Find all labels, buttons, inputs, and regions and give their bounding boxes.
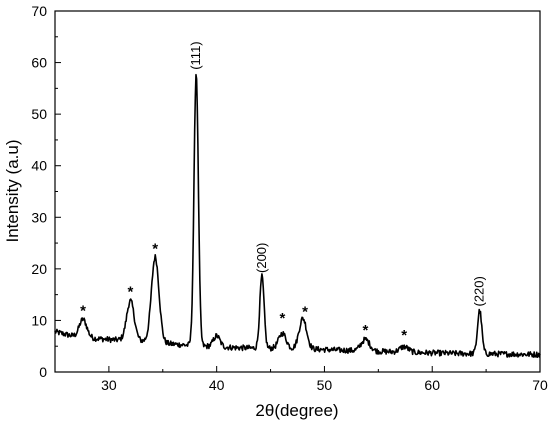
peak-annotations: (111) (200) (220) * * * * * * * bbox=[80, 41, 487, 344]
y-tick-label: 50 bbox=[31, 106, 47, 122]
y-tick-label: 40 bbox=[31, 158, 47, 174]
impurity-marker: * bbox=[152, 240, 158, 257]
x-tick-label: 30 bbox=[101, 377, 117, 393]
x-tick-label: 70 bbox=[532, 377, 548, 393]
impurity-marker: * bbox=[80, 302, 86, 319]
impurity-marker: * bbox=[302, 303, 308, 320]
y-tick-label: 30 bbox=[31, 209, 47, 225]
impurity-marker: * bbox=[128, 284, 134, 301]
y-axis-title: Intensity (a.u) bbox=[3, 140, 22, 243]
miller-index-label: (111) bbox=[188, 41, 203, 69]
impurity-marker: * bbox=[362, 322, 368, 339]
miller-index-label: (200) bbox=[254, 243, 269, 273]
axis-ticks: 30 40 50 60 70 0 10 20 30 40 50 60 70 bbox=[31, 3, 548, 393]
y-tick-label: 10 bbox=[31, 312, 47, 328]
x-axis-title: 2θ(degree) bbox=[255, 401, 338, 420]
xrd-pattern-line bbox=[54, 73, 541, 358]
y-tick-label: 70 bbox=[31, 3, 47, 19]
plot-frame bbox=[54, 10, 541, 373]
y-tick-label: 20 bbox=[31, 261, 47, 277]
y-tick-label: 60 bbox=[31, 55, 47, 71]
x-tick-label: 50 bbox=[317, 377, 333, 393]
x-tick-label: 40 bbox=[209, 377, 225, 393]
miller-index-label: (220) bbox=[472, 276, 487, 306]
impurity-marker: * bbox=[279, 310, 285, 327]
y-tick-label: 0 bbox=[39, 364, 47, 380]
x-tick-label: 60 bbox=[424, 377, 440, 393]
impurity-marker: * bbox=[401, 327, 407, 344]
